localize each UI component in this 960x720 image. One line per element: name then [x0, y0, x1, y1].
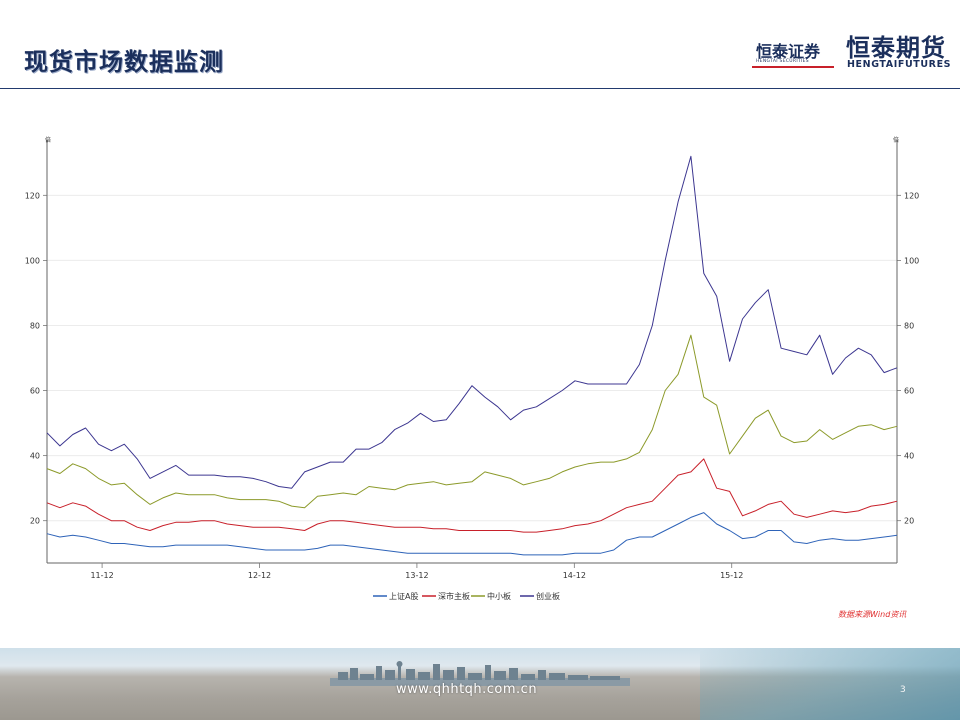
- y-tick-label-left: 120: [25, 191, 40, 200]
- website-url: www.qhhtqh.com.cn: [396, 682, 538, 697]
- securities-logo-subtext: HENGTAI SECURITIES: [756, 59, 809, 64]
- y-tick-label-left: 40: [30, 452, 40, 461]
- data-source-note: 数据来源Wind资讯: [838, 610, 907, 619]
- y-axis-unit-right: 倍: [893, 136, 899, 144]
- x-tick-label: 14-12: [563, 571, 586, 580]
- footer-sea-image: [700, 648, 960, 720]
- x-tick-label: 11-12: [90, 571, 113, 580]
- securities-logo-bar: [752, 66, 834, 68]
- city-skyline-image: [330, 661, 630, 686]
- hengtai-securities-logo: 恒泰证券 HENGTAI SECURITIES: [752, 38, 834, 68]
- y-tick-label-left: 80: [30, 321, 40, 330]
- y-tick-label-left: 100: [25, 256, 40, 265]
- y-axis-unit-left: 倍: [45, 136, 51, 144]
- futures-logo-subtext: HENGTAIFUTURES: [847, 59, 952, 70]
- x-tick-label: 15-12: [720, 571, 743, 580]
- page-number: 3: [900, 685, 906, 695]
- y-tick-label-right: 120: [904, 191, 919, 200]
- series-line-中小板: [46, 334, 898, 509]
- series-line-创业板: [46, 155, 898, 489]
- title-divider: [0, 88, 960, 89]
- legend-label: 中小板: [487, 591, 511, 601]
- legend-label: 深市主板: [438, 591, 470, 601]
- hengtai-futures-logo: 恒泰期货 HENGTAIFUTURES: [846, 28, 958, 72]
- y-tick-label-left: 20: [30, 517, 40, 526]
- y-tick-label-left: 60: [30, 387, 40, 396]
- legend-label: 上证A股: [389, 592, 418, 601]
- y-tick-label-right: 100: [904, 256, 919, 265]
- legend-label: 创业板: [536, 591, 560, 601]
- footer-banner: [0, 648, 960, 720]
- y-tick-label-right: 80: [904, 321, 914, 330]
- securities-logo-text: 恒泰证券: [756, 42, 821, 61]
- y-tick-label-right: 20: [904, 517, 914, 526]
- x-tick-label: 13-12: [405, 571, 428, 580]
- series-line-上证A股: [46, 512, 898, 556]
- y-tick-label-right: 60: [904, 387, 914, 396]
- y-tick-label-right: 40: [904, 452, 914, 461]
- series-line-深市主板: [46, 458, 898, 533]
- futures-logo-text: 恒泰期货: [846, 34, 946, 62]
- x-tick-label: 12-12: [248, 571, 271, 580]
- slide-title: 现货市场数据监测: [24, 48, 224, 76]
